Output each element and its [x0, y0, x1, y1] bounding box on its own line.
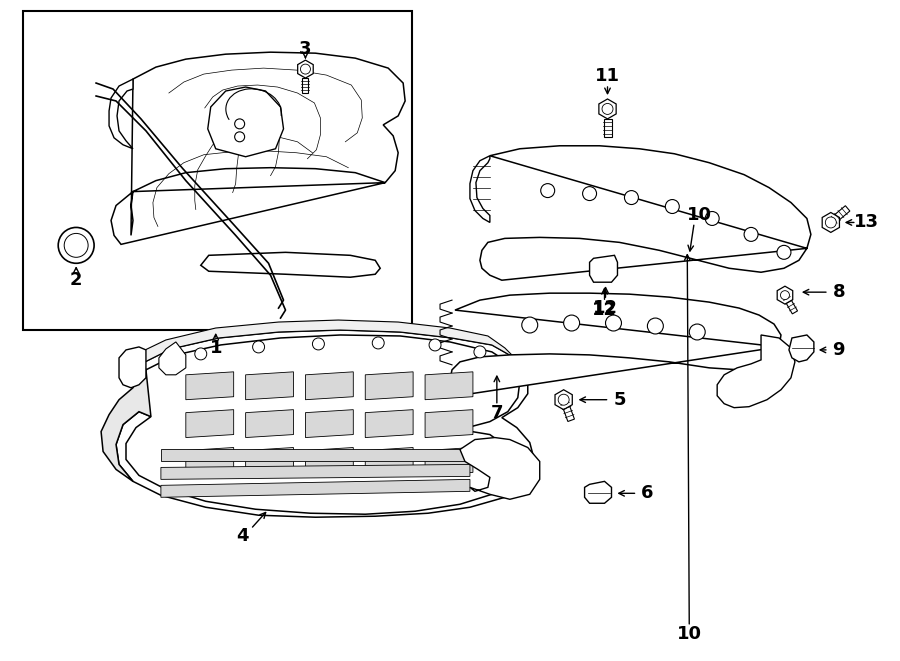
Polygon shape [208, 87, 284, 157]
Text: 1: 1 [210, 339, 222, 357]
Polygon shape [480, 146, 811, 280]
Polygon shape [302, 78, 309, 93]
Circle shape [301, 64, 310, 74]
Polygon shape [598, 99, 616, 119]
Polygon shape [111, 52, 405, 245]
Polygon shape [365, 447, 413, 475]
Polygon shape [161, 479, 470, 497]
Polygon shape [604, 119, 611, 137]
Polygon shape [101, 363, 151, 481]
Polygon shape [246, 410, 293, 438]
Circle shape [780, 291, 789, 299]
Text: 10: 10 [677, 625, 702, 642]
Circle shape [235, 132, 245, 142]
Polygon shape [555, 390, 572, 410]
Polygon shape [23, 11, 412, 330]
Text: 11: 11 [595, 67, 620, 85]
Polygon shape [365, 372, 413, 400]
Text: 4: 4 [237, 527, 249, 545]
Polygon shape [789, 335, 814, 362]
Circle shape [825, 217, 836, 228]
Circle shape [706, 212, 719, 225]
Polygon shape [298, 60, 313, 78]
Circle shape [194, 348, 207, 360]
Circle shape [429, 339, 441, 351]
Polygon shape [119, 347, 146, 388]
Circle shape [582, 186, 597, 200]
Polygon shape [425, 372, 472, 400]
Text: 13: 13 [854, 214, 879, 231]
Polygon shape [201, 253, 380, 277]
Polygon shape [246, 372, 293, 400]
Polygon shape [561, 399, 574, 422]
Polygon shape [185, 410, 234, 438]
Circle shape [64, 233, 88, 257]
Polygon shape [425, 447, 472, 475]
Circle shape [558, 394, 569, 405]
Circle shape [253, 341, 265, 353]
Polygon shape [365, 410, 413, 438]
Polygon shape [159, 342, 185, 375]
Polygon shape [425, 410, 472, 438]
Polygon shape [460, 438, 540, 499]
Polygon shape [823, 212, 840, 233]
Polygon shape [590, 255, 617, 282]
Circle shape [665, 200, 680, 214]
Polygon shape [470, 156, 490, 223]
Circle shape [689, 324, 706, 340]
Circle shape [522, 317, 537, 333]
Circle shape [312, 338, 324, 350]
Text: 7: 7 [491, 404, 503, 422]
Polygon shape [305, 372, 354, 400]
Circle shape [602, 104, 613, 114]
Circle shape [744, 227, 758, 241]
Text: 2: 2 [70, 271, 83, 290]
Circle shape [563, 315, 580, 331]
Text: 5: 5 [613, 391, 626, 408]
Circle shape [235, 119, 245, 129]
Polygon shape [305, 447, 354, 475]
Circle shape [373, 337, 384, 349]
Polygon shape [185, 372, 234, 400]
Polygon shape [109, 79, 133, 149]
Polygon shape [139, 320, 515, 363]
Polygon shape [116, 330, 535, 517]
Circle shape [777, 245, 791, 259]
Text: 8: 8 [832, 283, 845, 301]
Circle shape [58, 227, 94, 263]
Polygon shape [450, 293, 781, 396]
Polygon shape [829, 206, 850, 225]
Text: 3: 3 [299, 40, 311, 58]
Text: 12: 12 [593, 299, 618, 317]
Text: 6: 6 [641, 485, 653, 502]
Polygon shape [585, 481, 611, 503]
Circle shape [474, 346, 486, 358]
Circle shape [606, 315, 622, 331]
Polygon shape [782, 293, 797, 314]
Text: 9: 9 [832, 341, 845, 359]
Polygon shape [246, 447, 293, 475]
Polygon shape [161, 465, 470, 479]
Polygon shape [305, 410, 354, 438]
Text: 10: 10 [687, 206, 712, 225]
Circle shape [625, 190, 638, 204]
Circle shape [647, 318, 663, 334]
Polygon shape [161, 449, 470, 461]
Polygon shape [185, 447, 234, 475]
Text: 12: 12 [592, 301, 617, 319]
Polygon shape [717, 335, 795, 408]
Circle shape [541, 184, 554, 198]
Polygon shape [778, 286, 793, 304]
